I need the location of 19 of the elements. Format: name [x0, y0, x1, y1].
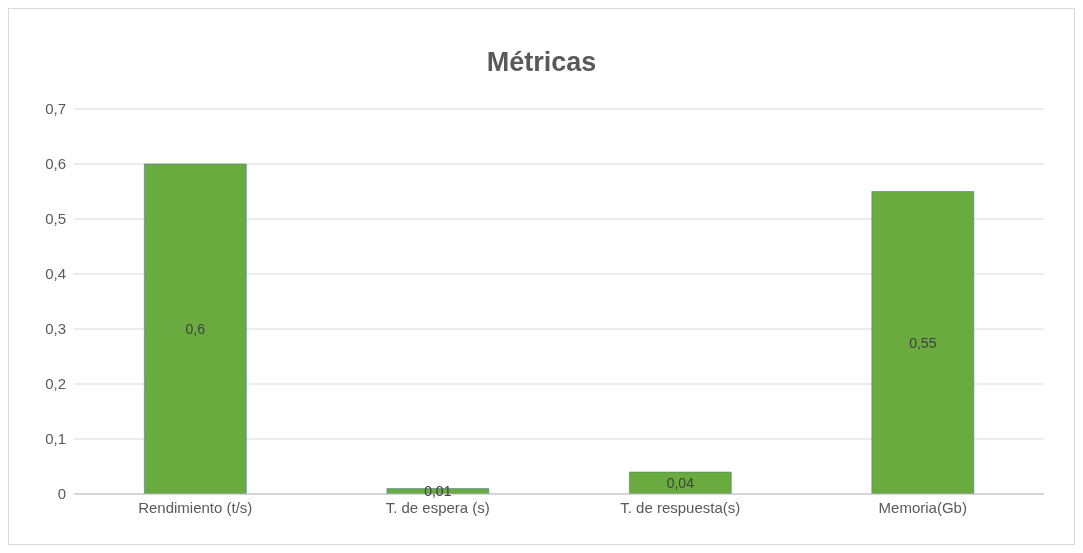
y-tick-label: 0,6 — [45, 155, 66, 173]
y-tick-label: 0,1 — [45, 430, 66, 448]
x-tick-label: T. de respuesta(s) — [620, 498, 741, 516]
data-label: 0,55 — [909, 334, 937, 351]
bar — [629, 471, 732, 494]
bar — [871, 191, 975, 494]
chart-title: Métricas — [485, 47, 598, 78]
data-label: 0,04 — [666, 475, 695, 491]
x-tick-label: T. de espera (s) — [385, 498, 490, 516]
y-tick-label: 0,4 — [45, 265, 66, 283]
y-tick-label: 0 — [57, 485, 66, 503]
x-tick-label: Rendimiento (t/s) — [138, 498, 253, 516]
y-tick-label: 0,2 — [45, 375, 66, 393]
data-label: 0,6 — [185, 321, 206, 337]
x-tick-label: Memoria(Gb) — [878, 498, 967, 516]
y-tick-label: 0,7 — [45, 100, 66, 118]
bar — [144, 163, 247, 494]
y-tick-label: 0,3 — [45, 320, 66, 338]
y-tick-label: 0,5 — [45, 210, 66, 228]
